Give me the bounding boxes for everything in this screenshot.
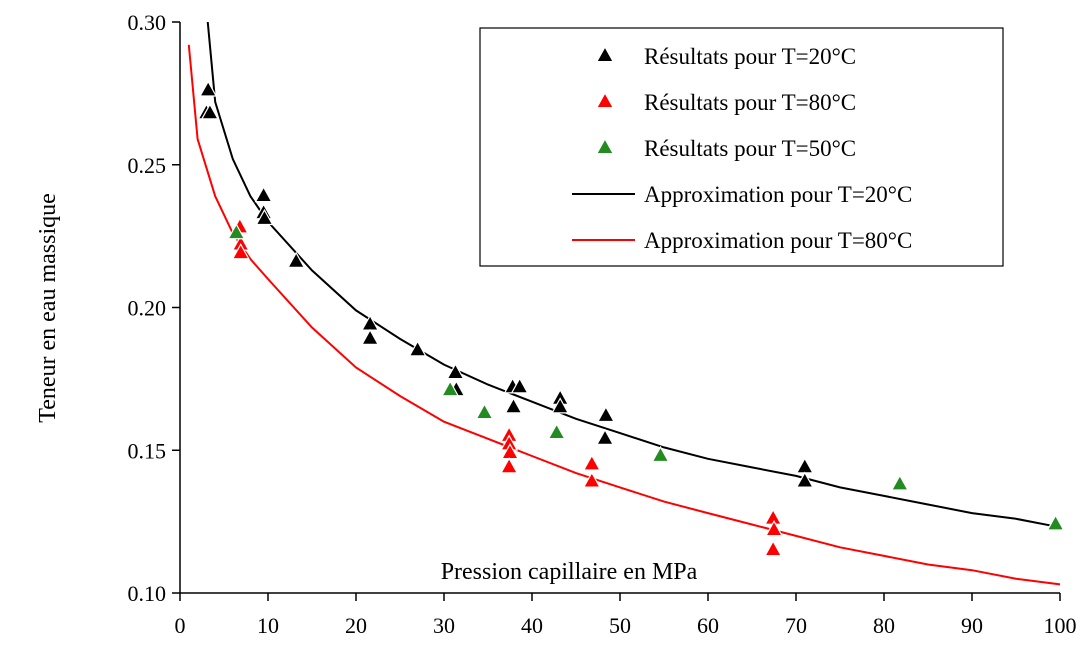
data-point-triangle — [287, 251, 306, 268]
x-tick-label: 80 — [873, 613, 895, 638]
data-point-triangle — [441, 380, 460, 397]
data-point-triangle — [764, 520, 784, 537]
data-point-triangle — [890, 474, 909, 491]
y-tick-label: 0.10 — [128, 581, 167, 606]
y-tick-label: 0.20 — [128, 296, 167, 321]
y-tick-label: 0.15 — [128, 438, 167, 463]
approximation-line — [187, 44, 1061, 586]
legend-marker — [596, 92, 614, 108]
x-tick-label: 10 — [257, 613, 279, 638]
x-tick-label: 90 — [961, 613, 983, 638]
data-point-triangle — [795, 471, 814, 488]
data-point-triangle — [764, 540, 783, 557]
data-point-triangle — [795, 457, 814, 474]
data-point-triangle — [596, 428, 615, 445]
x-tick-label: 20 — [345, 613, 367, 638]
data-point-triangle — [1046, 514, 1065, 531]
y-axis-title: Teneur en eau massique — [35, 193, 61, 423]
legend-label: Approximation pour T=20°C — [644, 182, 912, 207]
data-point-triangle — [651, 445, 670, 463]
legend-label: Résultats pour T=80°C — [644, 90, 856, 115]
data-point-triangle — [500, 442, 520, 460]
legend-marker — [596, 46, 614, 62]
x-tick-label: 40 — [521, 613, 543, 638]
data-point-triangle — [504, 397, 523, 414]
x-tick-label: 30 — [433, 613, 455, 638]
legend-marker — [596, 138, 614, 154]
x-tick-label: 70 — [785, 613, 807, 638]
legend-label: Résultats pour T=20°C — [644, 44, 856, 69]
data-point-triangle — [500, 457, 519, 474]
data-point-triangle — [408, 340, 427, 357]
y-tick-label: 0.25 — [128, 153, 167, 178]
data-point-triangle — [255, 208, 274, 226]
data-point-triangle — [254, 185, 273, 203]
data-point-triangle — [510, 377, 529, 394]
data-point-triangle — [200, 103, 219, 120]
data-point-triangle — [361, 328, 380, 345]
y-tick-label: 0.30 — [128, 10, 167, 35]
legend-label: Résultats pour T=50°C — [644, 136, 856, 161]
legend-box — [479, 27, 1004, 267]
data-point-triangle — [475, 402, 494, 420]
data-point-triangle — [446, 363, 465, 380]
legend: Résultats pour T=20°C Résultats pour T=80… — [479, 27, 1004, 267]
x-axis-title: Pression capillaire en MPa — [441, 559, 698, 585]
data-point-triangle — [551, 397, 570, 414]
data-point-triangle — [199, 80, 218, 97]
data-point-triangle — [547, 422, 566, 440]
x-tick-label: 50 — [609, 613, 631, 638]
axes: 0 10 20 30 40 50 60 70 80 90 100 0.10 0.15 0.20 0.25 0.… — [128, 10, 1077, 638]
legend-label: Approximation pour T=80°C — [644, 228, 912, 253]
data-point-triangle — [231, 243, 250, 260]
data-point-triangle — [596, 405, 615, 423]
data-point-triangle — [582, 454, 601, 471]
data-markers — [197, 80, 1065, 557]
x-tick-label: 100 — [1044, 613, 1077, 638]
data-point-triangle — [227, 223, 246, 240]
data-point-triangle — [582, 471, 601, 488]
x-tick-label: 60 — [697, 613, 719, 638]
x-tick-label: 0 — [175, 613, 186, 638]
